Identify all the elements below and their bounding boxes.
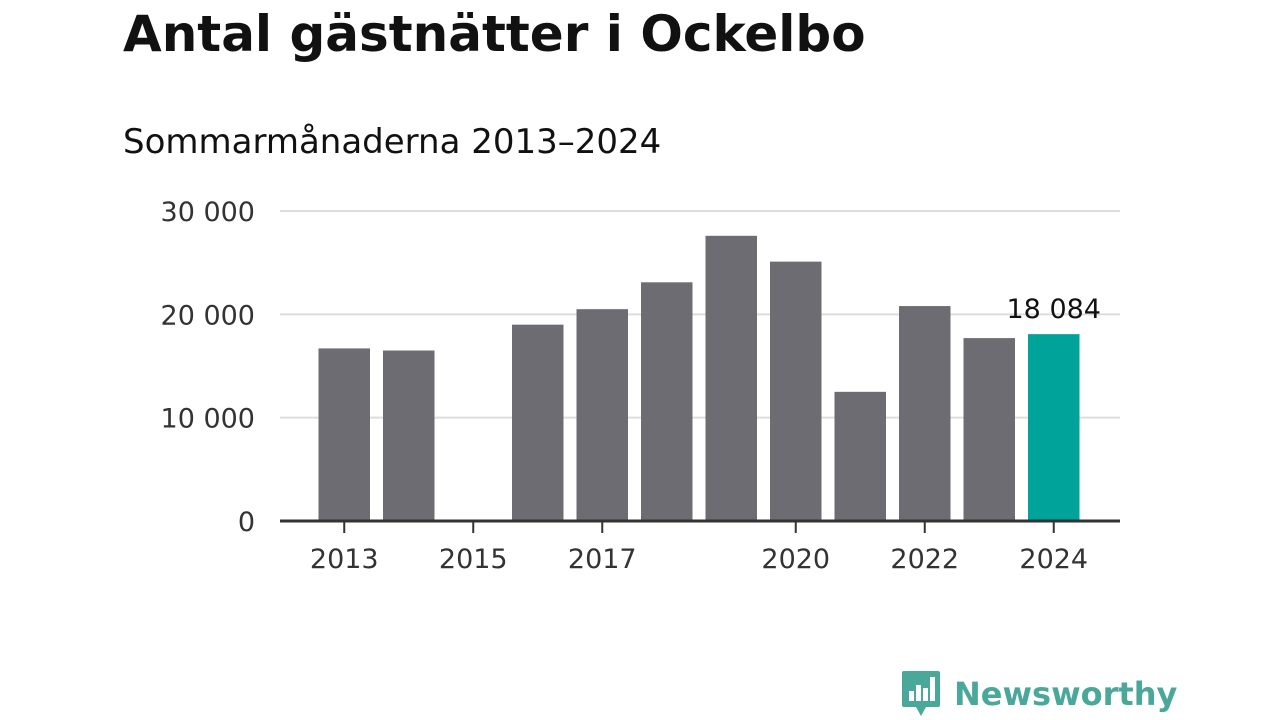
bar-chart: 0 10 000 20 000 30 000 2013 2015 2017 2020 2022… (161, 197, 1120, 575)
data-labels: 18 084 (1007, 294, 1101, 325)
chart-subtitle: Sommarmånaderna 2013–2024 (123, 122, 662, 162)
x-tick-label: 2017 (568, 544, 637, 575)
x-tick-label: 2013 (310, 544, 379, 575)
chart-title: Antal gästnätter i Ockelbo (123, 5, 866, 63)
bar (770, 261, 822, 521)
bar (318, 348, 370, 521)
brand-name: Newsworthy (954, 675, 1178, 713)
x-axis (280, 519, 1120, 533)
brand-logo[interactable]: Newsworthy (900, 668, 1177, 720)
bar (576, 309, 628, 521)
x-tick-label: 2024 (1019, 544, 1088, 575)
bar (512, 324, 564, 521)
bar (899, 306, 951, 521)
y-tick-label: 10 000 (161, 404, 255, 435)
bar (383, 350, 435, 521)
bar (641, 282, 693, 521)
x-tick-labels: 2013 2015 2017 2020 2022 2024 (310, 544, 1088, 575)
x-tick-label: 2020 (761, 544, 830, 575)
y-tick-labels: 0 10 000 20 000 30 000 (161, 197, 255, 538)
bar (963, 338, 1015, 521)
y-tick-label: 0 (238, 507, 255, 538)
bar (705, 235, 757, 522)
x-tick-label: 2022 (890, 544, 959, 575)
bars (318, 235, 1080, 522)
bar-chart-speech-bubble-icon (902, 671, 940, 716)
x-tick-label: 2015 (439, 544, 508, 575)
bar (1028, 334, 1080, 521)
y-tick-label: 20 000 (161, 300, 255, 331)
data-label-2024: 18 084 (1007, 294, 1101, 325)
y-tick-label: 30 000 (161, 197, 255, 228)
bar (834, 391, 886, 521)
